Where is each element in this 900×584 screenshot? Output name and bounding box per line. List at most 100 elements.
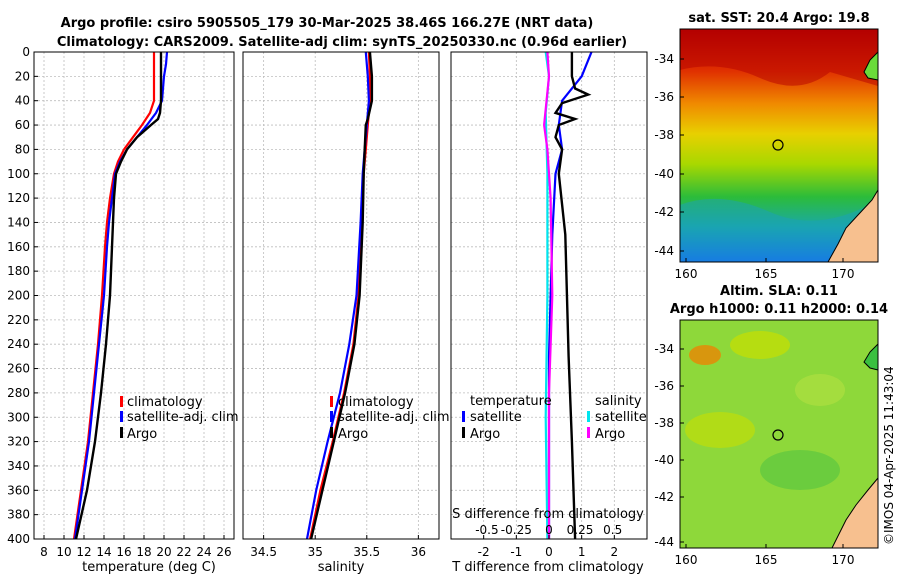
- lat-tick-label: -44: [654, 535, 674, 549]
- series-line-argo: [74, 52, 163, 540]
- y-tick-label: 120: [7, 191, 30, 205]
- legend-marker-t-satellite: [462, 411, 465, 422]
- lat-tick-label: -42: [654, 205, 674, 219]
- y-tick-label: 240: [7, 337, 30, 351]
- legend-title-temperature: temperature: [470, 394, 552, 409]
- legend-marker-s-satellite: [587, 411, 590, 422]
- y-tick-label: 220: [7, 313, 30, 327]
- x-tick-label: 2: [611, 545, 619, 559]
- series-line-satellite-adj-clim: [73, 51, 169, 540]
- sst-map-frame: [679, 28, 879, 263]
- x-tick-label: 20: [156, 545, 171, 559]
- sla-map-title1: Altim. SLA: 0.11: [720, 284, 838, 299]
- series-line-t-argo: [553, 52, 592, 540]
- figure-title-line1: Argo profile: csiro 5905505_179 30-Mar-2…: [61, 16, 594, 31]
- imos-timestamp: ©IMOS 04-Apr-2025 11:43:04: [882, 366, 896, 545]
- x-tick-label: 12: [76, 545, 91, 559]
- s-difference-tick-label: -0.25: [501, 523, 532, 537]
- legend-marker-climatology: [330, 396, 333, 407]
- y-tick-label: 300: [7, 410, 30, 424]
- s-difference-tick-label: -0.5: [475, 523, 498, 537]
- y-tick-label: 320: [7, 435, 30, 449]
- x-tick-label: 14: [96, 545, 111, 559]
- y-tick-label: 200: [7, 289, 30, 303]
- x-tick-label: 10: [56, 545, 71, 559]
- legend-marker-satellite: [330, 411, 333, 422]
- sst-map: sat. SST: 20.4 Argo: 19.8 -34 -36 -38 -40 -4…: [654, 11, 879, 281]
- x-tick-label: -2: [478, 545, 490, 559]
- y-tick-label: 80: [15, 142, 30, 156]
- y-tick-label: 340: [7, 459, 30, 473]
- legend-climatology: climatology: [338, 395, 414, 410]
- series-line-argo: [309, 51, 374, 540]
- lon-tick-label: 165: [755, 267, 778, 281]
- y-tick-label: 280: [7, 386, 30, 400]
- y-tick-label: 360: [7, 483, 30, 497]
- lat-tick-label: -36: [654, 90, 674, 104]
- y-tick-label: 20: [15, 69, 30, 83]
- legend-marker-t-argo: [462, 427, 465, 438]
- y-tick-label: 100: [7, 167, 30, 181]
- y-tick-label: 160: [7, 240, 30, 254]
- legend-argo: Argo: [127, 427, 157, 442]
- lat-tick-label: -44: [654, 244, 674, 258]
- lon-tick-label: 160: [675, 267, 698, 281]
- s-difference-tick-label: 0.5: [603, 523, 622, 537]
- lat-tick-label: -34: [654, 52, 674, 66]
- sla-map-frame: [679, 319, 879, 549]
- lon-tick-label: 165: [755, 553, 778, 567]
- lon-tick-label: 160: [675, 553, 698, 567]
- x-tick-label: 22: [176, 545, 191, 559]
- s-difference-tick-label: 0: [545, 523, 553, 537]
- y-tick-label: 0: [22, 45, 30, 59]
- lat-tick-label: -38: [654, 416, 674, 430]
- sst-map-title: sat. SST: 20.4 Argo: 19.8: [688, 11, 869, 26]
- legend-marker-climatology: [120, 396, 123, 407]
- legend-t-argo: Argo: [470, 427, 500, 442]
- x-tick-label: 16: [116, 545, 131, 559]
- lat-tick-label: -36: [654, 379, 674, 393]
- y-tick-label: 40: [15, 94, 30, 108]
- lat-tick-label: -40: [654, 167, 674, 181]
- figure-title-line2: Climatology: CARS2009. Satellite-adj cli…: [57, 35, 627, 50]
- s-difference-label: S difference from climatology: [452, 507, 644, 522]
- series-line-satellite-adj-clim: [305, 51, 371, 540]
- legend-satellite: satellite-adj. clim: [127, 410, 239, 425]
- x-tick-label: -1: [510, 545, 522, 559]
- difference-legend: temperature satellite Argo salinity sate…: [462, 394, 647, 442]
- y-tick-label: 180: [7, 264, 30, 278]
- sla-high-patch: [689, 345, 721, 365]
- sla-patch: [685, 412, 755, 448]
- sla-map: Altim. SLA: 0.11 Argo h1000: 0.11 h2000:…: [654, 284, 888, 567]
- salinity-legend: climatology satellite-adj. clim Argo: [330, 395, 450, 442]
- sla-patch: [730, 331, 790, 359]
- legend-climatology: climatology: [127, 395, 203, 410]
- y-tick-label: 60: [15, 118, 30, 132]
- salinity-xlabel: salinity: [318, 560, 365, 575]
- sla-patch: [760, 450, 840, 490]
- t-difference-xlabel: T difference from climatology: [451, 560, 644, 575]
- sla-argo-location-marker: [772, 429, 784, 441]
- y-tick-label: 260: [7, 362, 30, 376]
- x-tick-label: 35.5: [353, 545, 380, 559]
- legend-argo: Argo: [338, 427, 368, 442]
- y-tick-label: 400: [7, 532, 30, 546]
- legend-marker-s-argo: [587, 427, 590, 438]
- x-tick-label: 35: [308, 545, 323, 559]
- legend-marker-argo: [330, 427, 333, 438]
- legend-s-satellite: satellite: [595, 410, 647, 425]
- x-tick-label: 26: [216, 545, 231, 559]
- x-tick-label: 18: [136, 545, 151, 559]
- lon-tick-label: 170: [832, 267, 855, 281]
- lat-tick-label: -42: [654, 490, 674, 504]
- x-tick-label: 24: [196, 545, 211, 559]
- legend-t-satellite: satellite: [470, 410, 522, 425]
- sst-cool-patch: [680, 198, 878, 262]
- salinity-panel: 34.5 35 35.5 36 salinity climatology satell…: [242, 51, 450, 575]
- y-tick-label: 140: [7, 215, 30, 229]
- temperature-xlabel: temperature (deg C): [82, 560, 216, 575]
- salinity-axes-frame: [242, 51, 440, 540]
- sla-map-title2: Argo h1000: 0.11 h2000: 0.14: [670, 302, 888, 317]
- lon-tick-label: 170: [832, 553, 855, 567]
